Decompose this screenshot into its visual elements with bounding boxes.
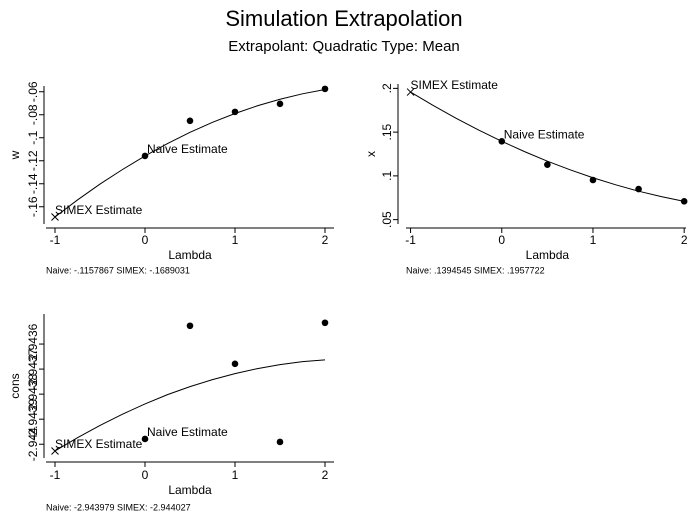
data-point xyxy=(276,438,284,446)
data-point xyxy=(276,100,284,108)
y-tick-label: .05 xyxy=(380,211,394,228)
data-point xyxy=(231,360,239,368)
y-axis-title: cons xyxy=(8,373,22,398)
x-tick-label: 2 xyxy=(322,233,329,247)
y-tick-label: .2 xyxy=(380,83,394,93)
x-tick-label: -1 xyxy=(405,233,416,247)
naive-annotation: Naive Estimate xyxy=(504,128,585,142)
fit-line xyxy=(410,91,685,202)
data-point xyxy=(321,85,329,93)
x-tick-label: 1 xyxy=(590,233,597,247)
x-axis-title: Lambda xyxy=(168,483,212,497)
y-tick-label: -2.9439 xyxy=(26,399,40,440)
y-tick-label: -.12 xyxy=(26,150,40,171)
data-point xyxy=(186,322,194,330)
simex-annotation: SIMEX Estimate xyxy=(55,437,143,451)
x-tick-label: -1 xyxy=(50,233,61,247)
y-tick-label: -.14 xyxy=(26,173,40,194)
y-tick-label: .1 xyxy=(380,171,394,181)
y-tick-label: -.1 xyxy=(26,130,40,144)
simex-marker xyxy=(406,88,415,96)
data-point xyxy=(141,152,149,160)
x-tick-label: 0 xyxy=(142,233,149,247)
x-tick-label: 2 xyxy=(322,468,329,482)
y-tick-label: -.08 xyxy=(26,104,40,125)
data-point xyxy=(141,435,149,443)
y-tick-label: -2.9437 xyxy=(26,348,40,389)
y-tick-label: -2.9436 xyxy=(26,323,40,364)
note: Naive: .1394545 SIMEX: .1957722 xyxy=(406,265,545,275)
note: Naive: -.1157867 SIMEX: -.1689031 xyxy=(46,265,190,275)
fit-line xyxy=(54,359,326,452)
x-tick-label: 1 xyxy=(232,468,239,482)
naive-annotation: Naive Estimate xyxy=(147,142,228,156)
x-axis-title: Lambda xyxy=(526,248,570,262)
fit-line xyxy=(54,88,326,218)
y-tick-label: -2.9438 xyxy=(26,373,40,414)
x-tick-label: 0 xyxy=(498,233,505,247)
x-tick-label: 1 xyxy=(232,233,239,247)
x-tick-label: 0 xyxy=(142,468,149,482)
y-tick-label: .15 xyxy=(380,123,394,140)
chart-subtitle: Extrapolant: Quadratic Type: Mean xyxy=(228,38,460,55)
y-axis-title: w xyxy=(8,150,22,160)
x-tick-label: 2 xyxy=(681,233,688,247)
data-point xyxy=(589,176,597,184)
simex-annotation: SIMEX Estimate xyxy=(55,203,143,217)
data-point xyxy=(680,198,688,205)
data-point xyxy=(498,138,506,145)
note: Naive: -2.943979 SIMEX: -2.944027 xyxy=(46,502,191,512)
simex-annotation: SIMEX Estimate xyxy=(411,78,499,92)
data-point xyxy=(231,108,239,116)
simex-marker xyxy=(51,213,59,221)
data-point xyxy=(635,185,642,193)
x-axis-title: Lambda xyxy=(168,248,212,262)
data-point xyxy=(544,161,551,168)
y-tick-label: -2.944 xyxy=(26,427,40,461)
naive-annotation: Naive Estimate xyxy=(147,425,228,439)
y-tick-label: -.16 xyxy=(26,196,40,217)
y-axis-title: x xyxy=(364,151,378,157)
chart-title: Simulation Extrapolation xyxy=(225,6,462,31)
y-tick-label: -.06 xyxy=(26,81,40,102)
data-point xyxy=(186,117,194,125)
x-tick-label: -1 xyxy=(50,468,61,482)
data-point xyxy=(321,319,329,327)
simex-marker xyxy=(51,447,59,455)
